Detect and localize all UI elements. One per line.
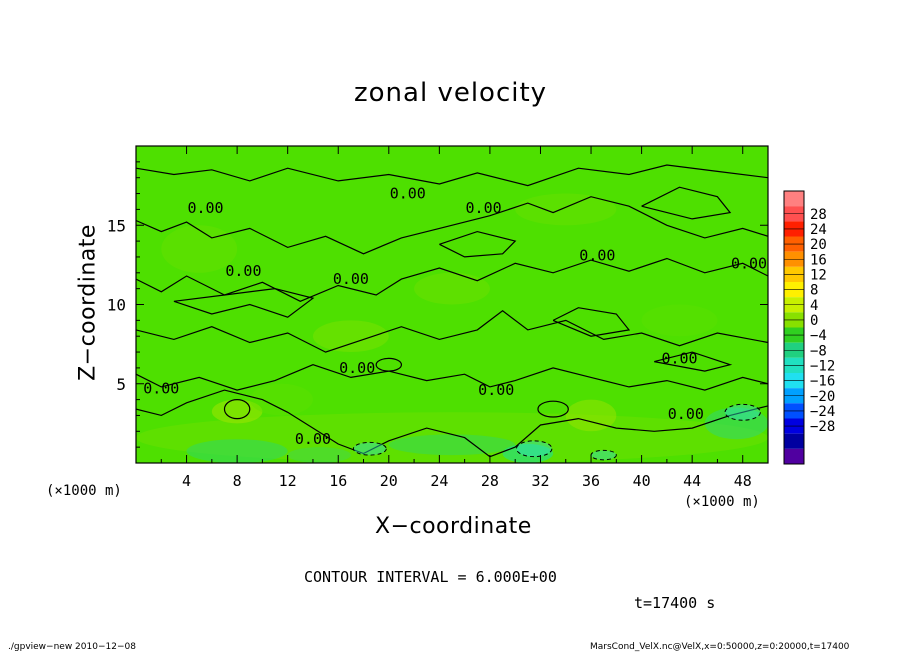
- contour-label: 0.00: [143, 380, 179, 398]
- colorbar-label: −8: [810, 343, 827, 359]
- field-patch: [161, 225, 238, 273]
- contour-line: [136, 164, 768, 187]
- field-shading: [136, 193, 768, 463]
- field-patch: [414, 272, 490, 305]
- x-axis: 4 8 12 16 20 24 28 32 36 40 44 48: [160, 146, 752, 490]
- contour-line: [552, 307, 631, 337]
- contour-label: 0.00: [187, 199, 223, 217]
- colorbar-label: 8: [810, 283, 818, 299]
- field-patch: [565, 399, 617, 432]
- x-tick-label: 8: [233, 472, 242, 490]
- colorbar-label: 28: [810, 207, 827, 223]
- colorbar-label: −20: [810, 389, 835, 405]
- chart-title: zonal velocity: [354, 78, 548, 108]
- x-tick-label: 20: [380, 472, 398, 490]
- contour-label: 0.00: [225, 262, 261, 280]
- colorbar-label: 16: [810, 252, 827, 268]
- x-tick-label: 12: [279, 472, 297, 490]
- field-patch: [704, 407, 768, 440]
- contour-labels: 0.00 0.00 0.00 0.00 0.00 0.00 0.00 0.00 0.00 0.00…: [143, 185, 767, 449]
- colorbar-swatch: [784, 191, 804, 207]
- field-patch: [388, 434, 516, 456]
- x-tick-label: 32: [531, 472, 549, 490]
- contour-line: [136, 389, 768, 458]
- colorbar-label: −16: [810, 374, 835, 390]
- colorbar-label: −12: [810, 358, 835, 374]
- contour-loop: [375, 357, 403, 372]
- field-patch: [287, 447, 351, 463]
- colorbar-label: −28: [810, 419, 835, 435]
- field-patch: [249, 383, 313, 416]
- colorbar-label: 0: [810, 313, 818, 329]
- negative-contour: [352, 441, 387, 456]
- contour-label: 0.00: [333, 270, 369, 288]
- x-tick-label: 40: [633, 472, 651, 490]
- contour-label: 0.00: [668, 405, 704, 423]
- contour-line: [173, 287, 315, 318]
- field-patch: [186, 439, 288, 463]
- contour-line: [641, 186, 732, 220]
- contour-line: [439, 230, 517, 258]
- y-axis: 5 10 15: [107, 161, 768, 448]
- footer-right: MarsCond_VelX.nc@VelX,x=0:50000,z=0:2000…: [590, 642, 850, 652]
- field-patch: [641, 304, 718, 337]
- x-tick-label: 48: [734, 472, 752, 490]
- contour-lines: [136, 164, 768, 461]
- field-patch: [211, 399, 263, 424]
- colorbar-swatch: [784, 433, 804, 449]
- contour-label: 0.00: [390, 185, 426, 203]
- contour-line: [654, 351, 733, 372]
- contour-label: 0.00: [478, 381, 514, 399]
- x-tick-label: 28: [481, 472, 499, 490]
- x-axis-label: X−coordinate: [375, 514, 532, 539]
- time-text: t=17400 s: [634, 594, 716, 612]
- y-axis-label: Z−coordinate: [75, 224, 101, 381]
- negative-contour: [724, 403, 761, 421]
- contour-label: 0.00: [731, 254, 767, 272]
- contour-line: [136, 196, 768, 255]
- negative-contour: [590, 449, 617, 461]
- contour-interval-text: CONTOUR INTERVAL = 6.000E+00: [304, 568, 557, 586]
- field-patch: [515, 193, 617, 226]
- contour-loop: [537, 400, 569, 418]
- y-tick-label: 15: [107, 216, 126, 235]
- contour-label: 0.00: [466, 199, 502, 217]
- field-patch: [312, 320, 389, 353]
- contour-line: [136, 364, 768, 391]
- colorbar-frame: [783, 190, 805, 465]
- y-unit-label: (×1000 m): [46, 483, 122, 499]
- x-tick-label: 36: [582, 472, 600, 490]
- colorbar-label: 20: [810, 237, 827, 253]
- footer-left: ./gpview−new 2010−12−08: [8, 642, 136, 652]
- colorbar-label: −24: [810, 404, 835, 420]
- x-tick-label: 16: [329, 472, 347, 490]
- colorbar-swatch: [784, 448, 804, 464]
- contour-loop: [223, 398, 251, 420]
- contour-label: 0.00: [579, 246, 615, 264]
- colorbar-label: 12: [810, 267, 827, 283]
- contour-label: 0.00: [339, 359, 375, 377]
- colorbar-label: 4: [810, 298, 818, 314]
- x-tick-label: 44: [683, 472, 701, 490]
- contour-label: 0.00: [295, 430, 331, 448]
- contour-label: 0.00: [661, 349, 697, 367]
- contour-line: [136, 310, 768, 353]
- negative-contour: [515, 440, 553, 458]
- colorbar-label: 24: [810, 222, 827, 238]
- y-tick-label: 5: [116, 375, 126, 394]
- y-tick-label: 10: [107, 296, 126, 315]
- x-unit-label: (×1000 m): [684, 494, 760, 510]
- x-tick-label: 24: [430, 472, 448, 490]
- x-tick-label: 4: [182, 472, 191, 490]
- colorbar-label: −4: [810, 328, 827, 344]
